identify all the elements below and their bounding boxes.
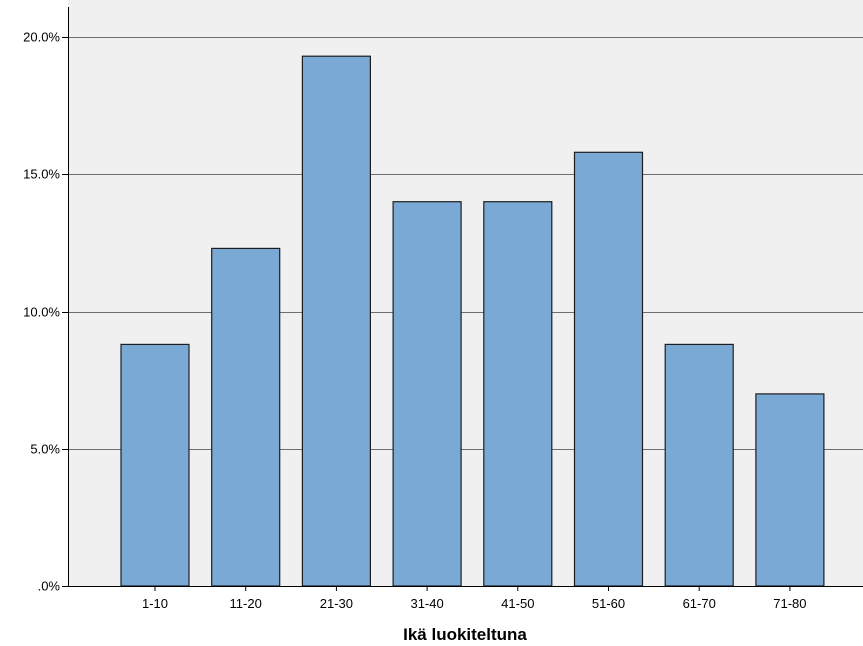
x-tick-label: 1-10 xyxy=(142,596,168,611)
bar-61-70 xyxy=(664,343,734,587)
y-tick-label: 20.0% xyxy=(23,30,60,45)
bar-51-60 xyxy=(573,151,644,587)
x-tick-label: 31-40 xyxy=(410,596,443,611)
y-tick-label: 15.0% xyxy=(23,167,60,182)
x-tick-label: 11-20 xyxy=(230,596,262,611)
bar-31-40 xyxy=(392,201,462,587)
y-axis-ticks: .0% 5.0% 10.0% 15.0% 20.0% xyxy=(23,30,68,594)
x-tick-label: 61-70 xyxy=(683,596,716,611)
bars xyxy=(120,55,825,587)
bar-21-30 xyxy=(301,55,371,587)
x-axis-title: Ikä luokiteltuna xyxy=(403,625,527,644)
bar-1-10 xyxy=(120,343,190,587)
y-tick-label: .0% xyxy=(38,579,61,594)
x-tick-label: 21-30 xyxy=(320,596,353,611)
x-tick-label: 41-50 xyxy=(501,596,534,611)
y-tick-label: 5.0% xyxy=(30,442,60,457)
bar-11-20 xyxy=(211,247,281,587)
x-tick-label: 71-80 xyxy=(773,596,806,611)
bar-41-50 xyxy=(483,201,553,587)
bar-71-80 xyxy=(755,393,825,587)
x-axis-ticks: 1-10 11-20 21-30 31-40 41-50 51-60 61-70 71-80 xyxy=(142,586,807,611)
y-tick-label: 10.0% xyxy=(23,305,60,320)
x-tick-label: 51-60 xyxy=(592,596,625,611)
